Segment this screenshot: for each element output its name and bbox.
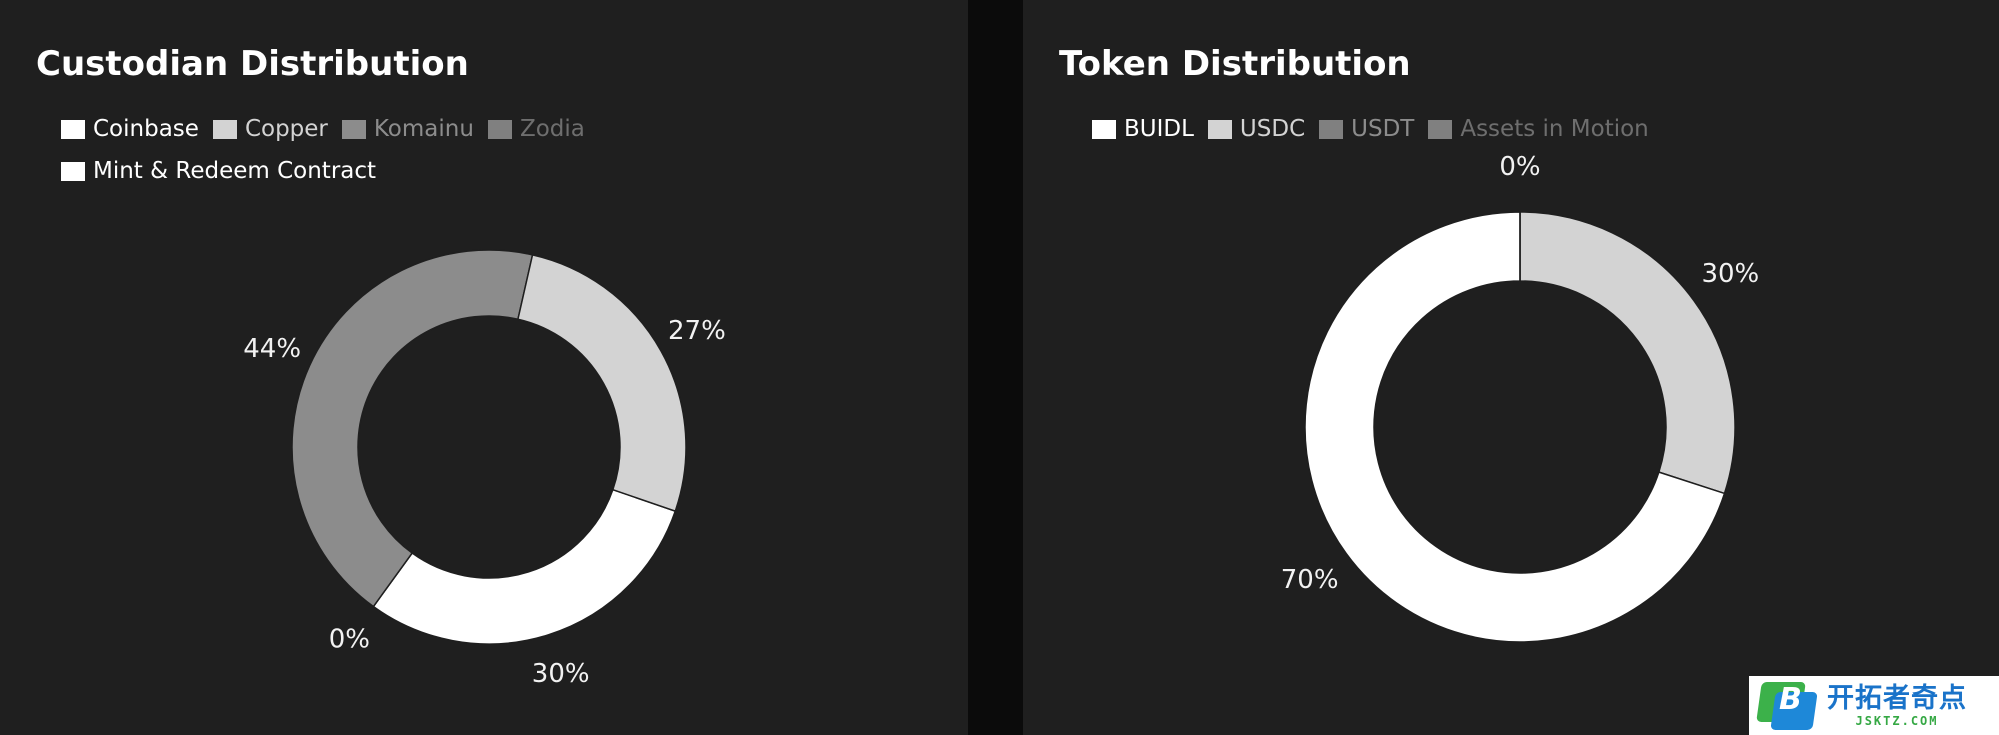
legend-swatch xyxy=(1092,119,1116,139)
legend-label: Copper xyxy=(244,116,328,142)
data-label-buidl: 70% xyxy=(1281,565,1339,595)
legend-item-usdt[interactable]: USDT xyxy=(1319,116,1414,142)
legend-swatch xyxy=(341,119,366,139)
legend-item-zodia[interactable]: Zodia xyxy=(487,116,585,142)
legend-item-komainu[interactable]: Komainu xyxy=(341,116,474,142)
legend-swatch xyxy=(212,119,237,139)
chart-title: Custodian Distribution xyxy=(36,44,469,84)
legend-label: BUIDL xyxy=(1124,116,1194,142)
data-label-mint-redeem-contract: 0% xyxy=(329,625,370,655)
chart-legend: BUIDL USDC USDT Assets in Motion xyxy=(1092,108,1792,150)
legend-item-copper[interactable]: Copper xyxy=(212,116,328,142)
token-distribution-panel: Token Distribution BUIDL USDC USDT Asset… xyxy=(1023,0,1999,735)
legend-swatch xyxy=(61,161,85,181)
data-label-coinbase: 30% xyxy=(532,659,590,689)
legend-label: Assets in Motion xyxy=(1460,116,1649,142)
chart-legend: Coinbase Copper Komainu Zodia Mint & Red… xyxy=(61,108,761,192)
legend-item-buidl[interactable]: BUIDL xyxy=(1092,116,1194,142)
watermark-logo: B 开拓者奇点 JSKTZ.COM xyxy=(1749,676,1999,735)
legend-swatch xyxy=(1207,119,1232,139)
watermark-logo-icon: B xyxy=(1756,680,1818,732)
legend-label: Coinbase xyxy=(93,116,199,142)
watermark-en-text: JSKTZ.COM xyxy=(1855,713,1939,728)
legend-item-usdc[interactable]: USDC xyxy=(1207,116,1306,142)
token-donut-chart: 30% 70% 0% xyxy=(1281,152,1759,643)
legend-swatch xyxy=(487,119,512,139)
legend-item-assets-in-motion[interactable]: Assets in Motion xyxy=(1428,116,1649,142)
legend-row: BUIDL USDC USDT Assets in Motion xyxy=(1092,108,1792,150)
legend-swatch xyxy=(1428,119,1453,139)
data-label-komainu: 44% xyxy=(243,334,301,364)
legend-label: Zodia xyxy=(519,116,585,142)
legend-label: USDC xyxy=(1239,116,1306,142)
legend-swatch xyxy=(1319,119,1344,139)
data-label-usdc: 30% xyxy=(1701,259,1759,289)
legend-item-mint-redeem[interactable]: Mint & Redeem Contract xyxy=(61,158,376,184)
chart-title: Token Distribution xyxy=(1059,44,1411,84)
data-label-assets-in-motion: 0% xyxy=(1499,152,1540,182)
legend-item-coinbase[interactable]: Coinbase xyxy=(61,116,199,142)
legend-row: Coinbase Copper Komainu Zodia xyxy=(61,108,761,150)
legend-label: Mint & Redeem Contract xyxy=(93,158,377,184)
slice-buidl[interactable] xyxy=(1304,211,1726,643)
custodian-donut-chart: 30% 0% 44% 27% xyxy=(243,249,726,689)
custodian-distribution-panel: Custodian Distribution Coinbase Copper K… xyxy=(0,0,968,735)
slice-usdc[interactable] xyxy=(1519,211,1736,495)
legend-row: Mint & Redeem Contract xyxy=(61,150,761,192)
legend-swatch xyxy=(61,119,85,139)
data-label-copper: 27% xyxy=(668,316,726,346)
legend-label: Komainu xyxy=(373,116,474,142)
slice-coinbase[interactable] xyxy=(372,488,677,645)
watermark-cn-text: 开拓者奇点 xyxy=(1827,682,1967,714)
legend-label: USDT xyxy=(1351,116,1415,142)
slice-komainu[interactable] xyxy=(291,249,534,608)
slice-copper[interactable] xyxy=(517,253,687,513)
